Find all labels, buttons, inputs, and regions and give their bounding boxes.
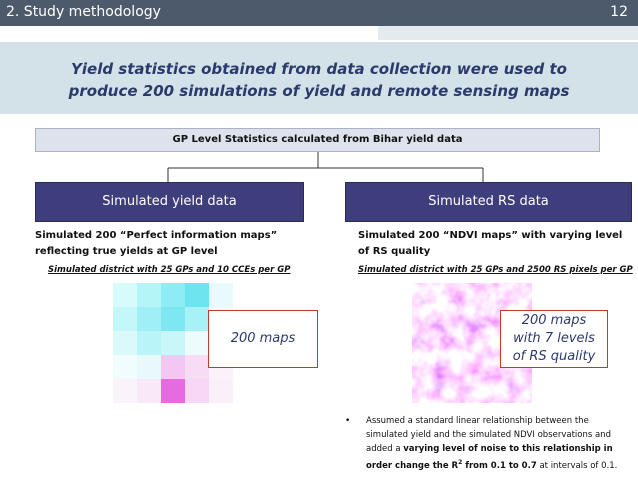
bullet-text: Assumed a standard linear relationship b… xyxy=(345,414,630,473)
map-cell xyxy=(137,331,161,355)
yield-map xyxy=(113,283,233,403)
map-cell xyxy=(113,283,137,307)
map-cell xyxy=(161,379,185,403)
page-number: 12 xyxy=(610,4,628,20)
map-cell xyxy=(161,307,185,331)
map-cell xyxy=(185,355,209,379)
branch-box: Simulated RS data xyxy=(345,182,632,222)
map-caption: Simulated district with 25 GPs and 2500 … xyxy=(358,265,633,275)
map-caption: Simulated district with 25 GPs and 10 CC… xyxy=(48,265,291,275)
map-cell xyxy=(185,331,209,355)
banner-line: produce 200 simulations of yield and rem… xyxy=(68,82,570,100)
map-cell xyxy=(137,379,161,403)
slide-title: 2. Study methodology xyxy=(6,4,161,20)
source-box: GP Level Statistics calculated from Biha… xyxy=(35,128,600,152)
map-cell xyxy=(161,283,185,307)
text: at intervals of 0.1. xyxy=(536,460,618,471)
map-cell xyxy=(209,379,233,403)
callout: 200 maps with 7 levels of RS quality xyxy=(500,310,608,368)
branch-description: Simulated 200 “Perfect information maps”… xyxy=(35,230,278,257)
map-cell xyxy=(113,379,137,403)
text-bold: from 0.1 to 0.7 xyxy=(462,460,537,471)
callout: 200 maps xyxy=(208,310,318,368)
map-cell xyxy=(161,331,185,355)
map-cell xyxy=(209,283,233,307)
map-cell xyxy=(185,379,209,403)
map-cell xyxy=(113,331,137,355)
branch-description: Simulated 200 “NDVI maps” with varying l… xyxy=(358,230,623,257)
banner: Yield statistics obtained from data coll… xyxy=(0,42,638,114)
header-strip xyxy=(378,26,638,40)
map-cell xyxy=(137,307,161,331)
branch-box: Simulated yield data xyxy=(35,182,304,222)
map-cell xyxy=(113,355,137,379)
connector xyxy=(167,152,484,182)
map-cell xyxy=(113,307,137,331)
text-bold: varying level of noise to this relations… xyxy=(366,444,613,471)
header-bar xyxy=(0,0,638,26)
map-cell xyxy=(185,307,209,331)
map-cell xyxy=(185,283,209,307)
map-cell xyxy=(137,355,161,379)
superscript: 2 xyxy=(458,459,463,466)
bullet-marker: • xyxy=(345,416,351,426)
map-cell xyxy=(161,355,185,379)
map-cell xyxy=(137,283,161,307)
text: Assumed a standard linear relationship b… xyxy=(366,416,611,454)
banner-line: Yield statistics obtained from data coll… xyxy=(71,60,567,78)
